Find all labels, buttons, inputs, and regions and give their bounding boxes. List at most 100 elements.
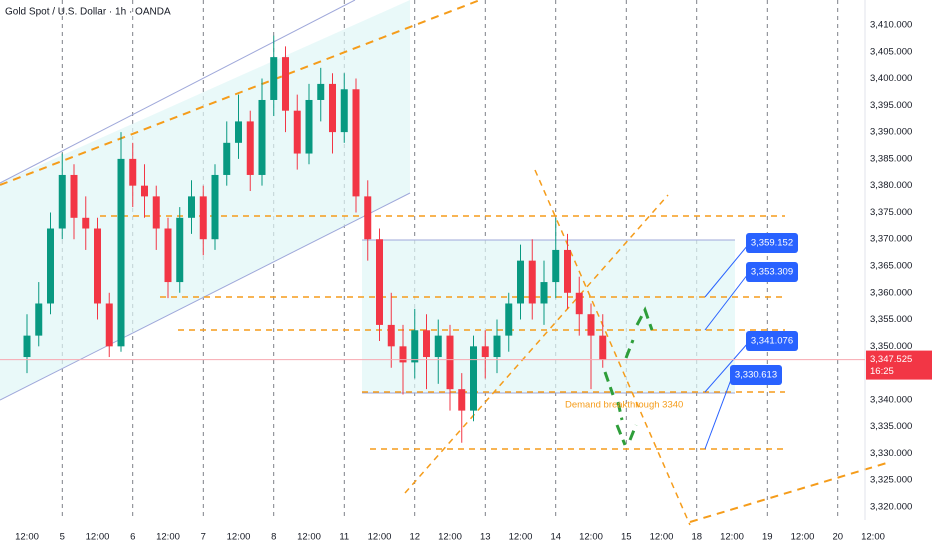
candle-body: [423, 330, 430, 358]
candle-body: [141, 185, 148, 197]
candle-body: [282, 57, 289, 111]
candle-body: [70, 174, 78, 218]
trend-line: [689, 461, 891, 523]
trend-line: [404, 194, 669, 494]
y-tick-label: 3,365.000: [870, 261, 912, 272]
candle-body: [470, 346, 477, 411]
candle-body: [47, 228, 54, 304]
annotation-label: 3,353.309: [751, 267, 793, 278]
x-tick-label: 13: [480, 532, 491, 543]
y-tick-label: 3,360.000: [870, 287, 912, 298]
annotation-label: 3,330.613: [735, 370, 777, 381]
candle-body: [458, 389, 466, 411]
candle-body: [58, 174, 66, 229]
x-tick-label: 8: [271, 532, 276, 543]
annotation-arrow: [704, 376, 733, 450]
candle-body: [364, 196, 372, 240]
countdown: 16:25: [870, 366, 894, 377]
annotations: 3,359.152 3,353.309 3,341.076 3,330.613: [704, 233, 798, 450]
candle-body: [305, 99, 313, 154]
y-tick-label: 3,405.000: [870, 46, 912, 57]
candle-body: [552, 249, 560, 283]
trend-line: [0, 0, 481, 186]
x-tick-label: 12:00: [86, 532, 110, 543]
price-tag: [866, 350, 932, 380]
price-tag-label: 3,347.525: [870, 354, 912, 365]
y-tick-label: 3,355.000: [870, 314, 912, 325]
candle-body: [23, 335, 31, 358]
y-tick-label: 3,410.000: [870, 20, 912, 31]
y-tick-label: 3,340.000: [870, 394, 912, 405]
annotation-label: 3,359.152: [751, 238, 793, 249]
candle-body: [199, 196, 207, 240]
y-tick-label: 3,325.000: [870, 475, 912, 486]
candle-body: [493, 335, 501, 358]
candle-body: [434, 335, 442, 358]
y-tick-label: 3,320.000: [870, 502, 912, 513]
candle-body: [587, 314, 595, 336]
x-tick-label: 12:00: [720, 532, 744, 543]
candle-body: [599, 335, 607, 360]
candle-body: [564, 249, 571, 293]
chart-title: Gold Spot / U.S. Dollar · 1h · OANDA: [5, 7, 171, 18]
x-tick-label: 12:00: [650, 532, 674, 543]
x-tick-label: 14: [550, 532, 561, 543]
candle-body: [481, 346, 489, 358]
candle-body: [352, 89, 360, 197]
range-box: [362, 240, 735, 393]
candle-body: [575, 292, 583, 315]
x-tick-label: 12:00: [297, 532, 321, 543]
y-tick-label: 3,350.000: [870, 341, 912, 352]
x-tick-label: 12:00: [227, 532, 251, 543]
candle-body: [246, 121, 254, 175]
x-tick-label: 19: [762, 532, 773, 543]
candle-body: [540, 282, 548, 304]
y-tick-label: 3,380.000: [870, 180, 912, 191]
y-tick-label: 3,335.000: [870, 421, 912, 432]
candle-body: [258, 99, 266, 175]
candle-body: [176, 217, 184, 283]
candles: [23, 35, 607, 443]
annotation-box: [730, 365, 782, 385]
annotation-box: [746, 233, 798, 253]
y-tick-label: 3,375.000: [870, 207, 912, 218]
candle-body: [235, 121, 242, 143]
annotation-box: [746, 262, 798, 282]
annotation-label: 3,341.076: [751, 336, 793, 347]
candle-body: [329, 83, 336, 133]
x-tick-label: 12:00: [368, 532, 392, 543]
x-tick-label: 15: [621, 532, 632, 543]
x-tick-label: 12:00: [15, 532, 39, 543]
y-tick-label: 3,385.000: [870, 153, 912, 164]
candle-body: [528, 260, 536, 304]
candle-body: [387, 324, 395, 347]
x-tick-label: 12:00: [579, 532, 603, 543]
x-tick-label: 7: [201, 532, 206, 543]
candle-body: [517, 260, 524, 304]
annotation-box: [746, 331, 798, 351]
y-tick-label: 3,370.000: [870, 234, 912, 245]
x-tick-label: 12:00: [509, 532, 533, 543]
candle-body: [411, 330, 419, 363]
candle-body: [505, 303, 513, 336]
annotation-arrow: [704, 244, 749, 298]
candle-body: [117, 158, 125, 347]
y-tick-label: 3,400.000: [870, 73, 912, 84]
candle-body: [211, 174, 219, 240]
x-tick-label: 12:00: [861, 532, 885, 543]
candle-body: [317, 83, 325, 100]
candle-body: [376, 239, 383, 325]
candle-body: [152, 196, 160, 229]
channel-line: [0, 0, 356, 184]
candle-body: [164, 228, 172, 283]
candle-body: [270, 57, 278, 100]
x-tick-label: 12:00: [791, 532, 815, 543]
candle-body: [129, 158, 137, 186]
x-tick-label: 12:00: [438, 532, 462, 543]
x-tick-label: 12: [409, 532, 420, 543]
annotation-arrow: [704, 342, 749, 393]
candle-body: [105, 303, 113, 347]
candle-body: [293, 110, 301, 154]
candle-body: [82, 217, 90, 229]
